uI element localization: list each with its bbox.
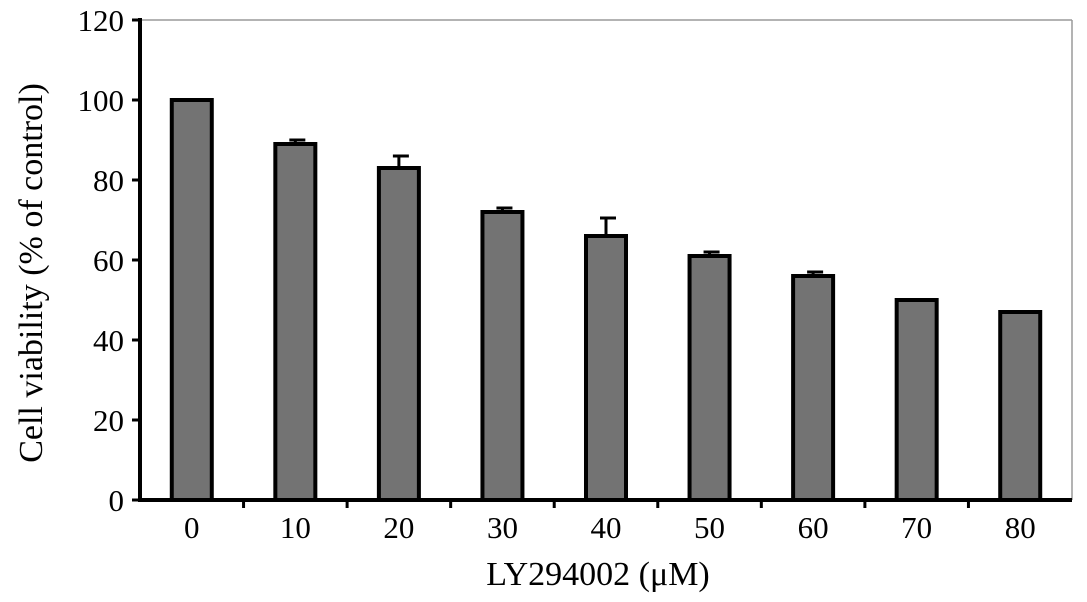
y-tick-label: 80 bbox=[93, 163, 124, 198]
bar-60 bbox=[791, 274, 836, 502]
y-tick-label: 0 bbox=[109, 483, 125, 518]
x-tick-label: 10 bbox=[280, 510, 311, 545]
bar-20 bbox=[376, 166, 421, 502]
bar-30 bbox=[480, 210, 525, 502]
x-tick-label: 40 bbox=[591, 510, 622, 545]
bar-40 bbox=[584, 234, 628, 502]
x-tick-label: 50 bbox=[694, 510, 725, 545]
x-tick-label: 60 bbox=[798, 510, 829, 545]
x-tick-label: 70 bbox=[901, 510, 932, 545]
y-tick-label: 20 bbox=[93, 403, 124, 438]
y-tick-label: 40 bbox=[93, 323, 124, 358]
bar-10 bbox=[273, 142, 318, 502]
bar-50 bbox=[687, 254, 732, 502]
bar-70 bbox=[894, 298, 939, 502]
bar-80 bbox=[998, 310, 1043, 502]
y-axis-title: Cell viability (% of control) bbox=[13, 83, 50, 463]
y-tick-label: 120 bbox=[78, 3, 125, 38]
y-tick-label: 100 bbox=[78, 83, 125, 118]
x-tick-label: 80 bbox=[1005, 510, 1036, 545]
x-tick-label: 20 bbox=[383, 510, 414, 545]
y-tick-label: 60 bbox=[93, 243, 124, 278]
x-tick-label: 0 bbox=[184, 510, 200, 545]
x-axis-title: LY294002 (μM) bbox=[486, 556, 710, 593]
bar-0 bbox=[169, 98, 214, 502]
x-tick-label: 30 bbox=[487, 510, 518, 545]
